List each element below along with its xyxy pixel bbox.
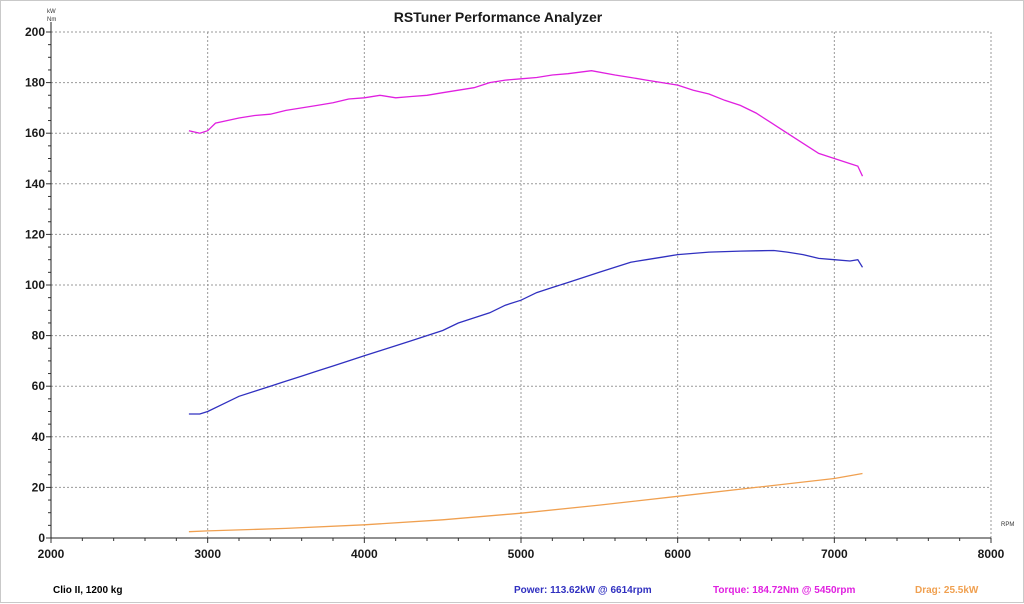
y-tick-label: 160 — [25, 126, 45, 140]
y-unit-top: kW — [47, 9, 56, 15]
x-axis-ticks: 2000 3000 4000 5000 6000 7000 8000 — [38, 547, 1005, 561]
y-tick-label: 0 — [38, 531, 45, 545]
x-tick-label: 5000 — [508, 547, 535, 561]
y-axis-ticks: 0 20 40 60 80 100 120 140 160 180 200 — [25, 25, 45, 545]
y-tick-label: 140 — [25, 177, 45, 191]
x-unit: RPM — [1001, 522, 1014, 528]
torque-line — [188, 70, 864, 177]
y-tick-label: 60 — [32, 379, 46, 393]
x-tick-label: 3000 — [194, 547, 221, 561]
chart-title: RSTuner Performance Analyzer — [394, 9, 603, 25]
y-tick-label: 20 — [32, 480, 46, 494]
drag-line — [188, 472, 863, 533]
grid-lines — [51, 31, 992, 538]
x-tick-label: 6000 — [664, 547, 691, 561]
drag-legend: Drag: 25.5kW — [915, 585, 979, 596]
y-unit-bottom: Nm — [47, 17, 56, 23]
x-tick-label: 8000 — [978, 547, 1005, 561]
y-tick-label: 180 — [25, 76, 45, 90]
torque-legend: Torque: 184.72Nm @ 5450rpm — [713, 585, 856, 596]
axes — [46, 22, 992, 543]
x-tick-label: 4000 — [351, 547, 378, 561]
x-tick-label: 2000 — [38, 547, 65, 561]
y-tick-label: 100 — [25, 278, 45, 292]
y-tick-label: 120 — [25, 227, 45, 241]
data-lines — [188, 70, 864, 533]
y-tick-label: 40 — [32, 430, 46, 444]
power-legend: Power: 113.62kW @ 6614rpm — [514, 585, 652, 596]
power-line — [188, 249, 864, 415]
y-tick-label: 200 — [25, 25, 45, 39]
x-tick-label: 7000 — [821, 547, 848, 561]
car-info: Clio II, 1200 kg — [53, 585, 122, 596]
y-tick-label: 80 — [32, 329, 46, 343]
